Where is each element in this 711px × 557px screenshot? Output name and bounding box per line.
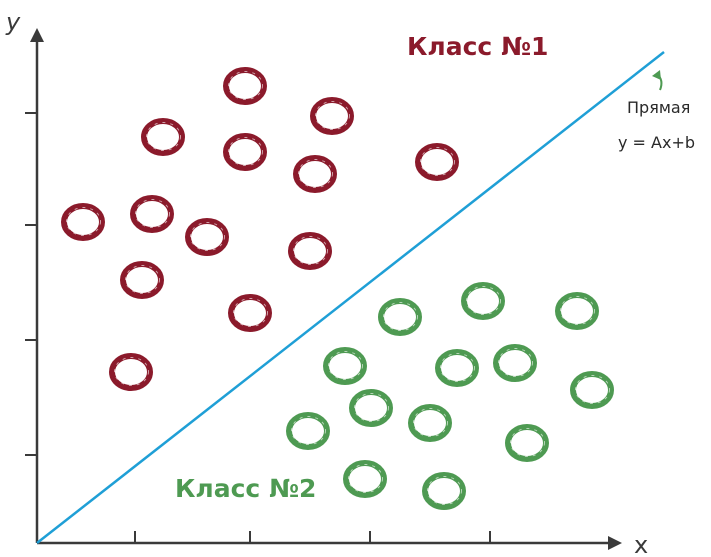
class1-point	[109, 353, 153, 391]
class2-point-texture	[440, 353, 475, 382]
class2-point	[435, 349, 479, 387]
class1-points	[61, 67, 459, 391]
class1-point	[223, 133, 267, 171]
class2-point	[570, 371, 614, 409]
line-annotation-arrowhead	[652, 70, 661, 80]
class1-point	[228, 294, 272, 332]
class2-point-texture	[413, 408, 448, 437]
class2-point	[378, 298, 422, 336]
class2-point-texture	[427, 476, 462, 505]
class2-point-texture	[466, 286, 501, 315]
class1-point-texture	[298, 159, 333, 188]
class1-label: Класс №1	[407, 32, 548, 61]
class2-point-texture	[575, 375, 610, 404]
class1-point-texture	[66, 207, 101, 236]
x-axis-arrow	[608, 536, 622, 550]
class2-point	[408, 404, 452, 442]
class1-point-texture	[114, 357, 149, 386]
class2-point-texture	[348, 464, 383, 493]
class2-point	[505, 424, 549, 462]
class1-point	[293, 155, 337, 193]
y-axis-arrow	[30, 28, 44, 42]
x-axis-ticks	[134, 531, 491, 543]
class2-point-texture	[510, 428, 545, 457]
class1-point-texture	[190, 222, 225, 251]
class2-point	[286, 412, 330, 450]
line-label-title: Прямая	[627, 98, 690, 117]
class2-point-texture	[291, 416, 326, 445]
y-axis-label: y	[5, 8, 21, 36]
class2-point	[555, 292, 599, 330]
class2-point	[461, 282, 505, 320]
class2-point	[422, 472, 466, 510]
class2-point	[323, 347, 367, 385]
x-axis-label: x	[634, 531, 648, 557]
class1-point	[130, 195, 174, 233]
separating-line	[36, 51, 665, 544]
class2-point	[493, 344, 537, 382]
class1-point-texture	[146, 122, 181, 151]
class1-point	[141, 118, 185, 156]
class1-point	[120, 261, 164, 299]
class1-point	[61, 203, 105, 241]
class2-point-texture	[498, 348, 533, 377]
class2-points	[286, 282, 614, 510]
line-label-equation: y = Ax+b	[618, 133, 695, 152]
class1-point-texture	[135, 199, 170, 228]
class2-point-texture	[560, 296, 595, 325]
class1-point-texture	[228, 71, 263, 100]
class1-point-texture	[125, 265, 160, 294]
class2-point	[343, 460, 387, 498]
class1-point	[185, 218, 229, 256]
class1-point-texture	[233, 298, 268, 327]
class1-point-texture	[420, 147, 455, 176]
class2-point-texture	[328, 351, 363, 380]
class2-point	[349, 389, 393, 427]
class2-point-texture	[383, 302, 418, 331]
class2-label: Класс №2	[175, 474, 316, 503]
class1-point	[310, 97, 354, 135]
class1-point-texture	[228, 137, 263, 166]
class2-point-texture	[354, 393, 389, 422]
class1-point-texture	[315, 101, 350, 130]
y-axis-ticks	[25, 112, 37, 456]
class1-point-texture	[293, 236, 328, 265]
class1-point	[223, 67, 267, 105]
class1-point	[415, 143, 459, 181]
class1-point	[288, 232, 332, 270]
